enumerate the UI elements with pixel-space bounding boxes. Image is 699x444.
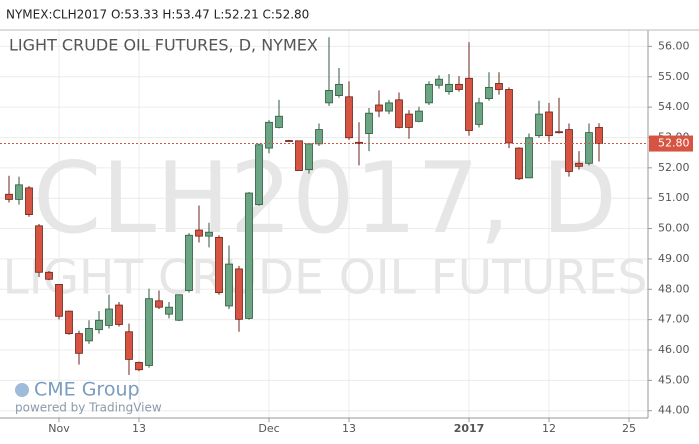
candle-body (205, 231, 213, 237)
y-tick-label: 47.00 (658, 313, 690, 326)
candle-body (555, 131, 563, 134)
candle-body (365, 112, 373, 134)
chart-title: LIGHT CRUDE OIL FUTURES, D, NYMEX (9, 36, 318, 55)
candle-body (165, 306, 173, 315)
credit: powered by TradingView (15, 401, 162, 415)
y-tick-label: 48.00 (658, 282, 690, 295)
candle-body (305, 143, 313, 171)
candle-body (105, 308, 113, 326)
candle-body (575, 162, 583, 167)
candle-body (345, 96, 353, 139)
grid (0, 30, 648, 418)
candle-body (5, 193, 13, 200)
y-tick-label: 56.00 (658, 39, 690, 52)
y-tick-label: 54.00 (658, 100, 690, 113)
candle-body (395, 99, 403, 128)
y-tick-label: 51.00 (658, 191, 690, 204)
y-tick-label: 50.00 (658, 222, 690, 235)
x-tick-label: 13 (132, 422, 146, 435)
candle-body (155, 300, 163, 308)
header: NYMEX:CLH2017 O:53.33 H:53.47 L:52.21 C:… (6, 8, 309, 22)
candle-body (65, 310, 73, 334)
logo-icon (15, 383, 29, 397)
candle-body (275, 115, 283, 128)
candle-body (385, 102, 393, 112)
x-tick-label: Dec (258, 422, 279, 435)
logo-text: CME Group (34, 379, 140, 401)
header-bar (0, 0, 699, 30)
candle-body (35, 225, 43, 273)
candle-body (325, 90, 333, 104)
y-tick-label: 52.00 (658, 161, 690, 174)
candle-body (215, 236, 223, 294)
candle-body (45, 271, 53, 280)
candle-body (285, 140, 293, 142)
candle-body (415, 110, 423, 122)
candle-body (465, 77, 473, 131)
x-tick-label: 13 (342, 422, 356, 435)
candle-body (315, 129, 323, 145)
candle-body (545, 111, 553, 137)
candles (5, 37, 603, 375)
y-tick-label: 45.00 (658, 373, 690, 386)
candle-body (435, 78, 443, 86)
x-tick-label: 2017 (454, 422, 485, 435)
candle-body (195, 229, 203, 237)
candle-body (475, 102, 483, 125)
candle-body (455, 83, 463, 90)
candle-body (175, 294, 183, 321)
candle-body (55, 284, 63, 317)
y-tick-label: 46.00 (658, 343, 690, 356)
candle-body (245, 192, 253, 319)
price-label: 52.80 (658, 137, 690, 150)
candle-body (115, 304, 123, 325)
x-tick-label: 12 (542, 422, 556, 435)
candle-body (355, 141, 363, 144)
candle-body (135, 362, 143, 371)
candle-body (335, 83, 343, 96)
candle-body (95, 319, 103, 331)
candle-body (495, 83, 503, 90)
candle-body (515, 147, 523, 180)
candle-body (295, 140, 303, 171)
candle-body (225, 263, 233, 307)
candle-body (125, 331, 133, 360)
y-tick-label: 55.00 (658, 70, 690, 83)
candle-body (525, 137, 533, 179)
watermark-subtitle: LIGHT CRUDE OIL FUTURES (3, 251, 648, 306)
candle-body (85, 328, 93, 342)
candle-body (445, 83, 453, 93)
price-tag (649, 135, 693, 152)
x-tick-label: Nov (48, 422, 70, 435)
candle-body (505, 89, 513, 144)
candle-body (185, 234, 193, 291)
candle-body (145, 298, 153, 366)
y-tick-label: 44.00 (658, 404, 690, 417)
y-tick-label: 49.00 (658, 252, 690, 265)
candle-body (535, 113, 543, 137)
candle-body (265, 121, 273, 149)
candle-body (595, 127, 603, 144)
x-tick-label: 25 (622, 422, 636, 435)
candle-body (75, 333, 83, 354)
candle-body (255, 144, 263, 205)
candle-body (565, 129, 573, 172)
candle-body (425, 83, 433, 104)
candle-body (25, 187, 33, 215)
candle-body (15, 184, 23, 200)
candle-body (375, 104, 383, 112)
logo: CME Group powered by TradingView (15, 379, 162, 415)
candle-body (485, 86, 493, 100)
candle-body (585, 132, 593, 164)
candle-body (235, 268, 243, 320)
candle-body (405, 113, 413, 128)
